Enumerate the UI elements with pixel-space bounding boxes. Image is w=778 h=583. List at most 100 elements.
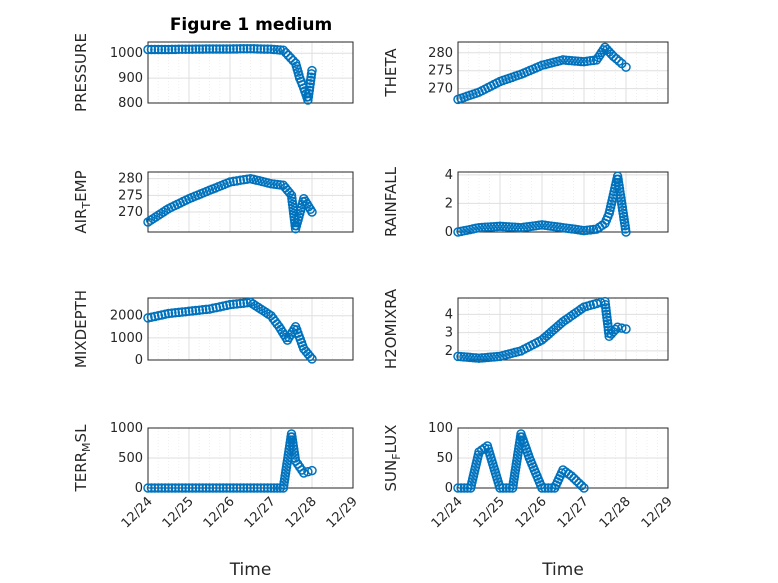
data-point	[194, 44, 205, 54]
subplot-4: 0 2 4 RAINFALL	[382, 166, 669, 240]
data-point	[614, 56, 624, 66]
data-point	[556, 468, 567, 478]
data-point	[222, 178, 232, 188]
data-point	[221, 483, 232, 493]
x-tick-label: 12/29	[639, 494, 676, 531]
data-point	[177, 483, 187, 493]
axes-box	[147, 171, 354, 233]
y-tick-label: 1000	[110, 46, 143, 61]
data-point	[143, 44, 153, 55]
data-point	[146, 44, 157, 55]
data-point	[611, 53, 621, 64]
x-tick-label: 12/24	[429, 494, 466, 531]
data-point	[242, 483, 252, 493]
data-point	[510, 222, 520, 233]
data-point	[228, 299, 239, 310]
data-point	[272, 44, 282, 55]
data-point	[150, 483, 160, 493]
data-point	[483, 222, 493, 232]
data-point	[156, 483, 167, 493]
data-point	[294, 70, 304, 80]
data-point	[495, 221, 505, 232]
data-point	[617, 323, 627, 333]
data-point	[303, 349, 313, 359]
data-point	[305, 351, 315, 362]
data-point	[480, 222, 490, 233]
data-point	[180, 306, 191, 317]
data-point	[242, 174, 252, 184]
data-point	[598, 45, 609, 55]
data-point	[281, 332, 291, 343]
x-tick-label: 12/26	[513, 494, 550, 531]
axes-box	[457, 427, 669, 489]
data-point	[540, 483, 550, 493]
y-tick-label: 800	[118, 96, 143, 111]
data-point	[504, 222, 514, 232]
data-point	[174, 483, 184, 493]
data-point	[170, 44, 181, 55]
data-point	[543, 483, 554, 493]
data-point	[287, 193, 297, 204]
subplot-2: 270 275 280 THETA	[382, 41, 669, 105]
data-point	[555, 222, 565, 233]
subplot-5: 0 1000 2000 MIXDEPTH	[72, 290, 354, 368]
y-axis-label: TERRMSL	[72, 424, 93, 493]
data-point	[453, 351, 463, 362]
data-point	[261, 307, 271, 318]
y-tick-label: 0	[445, 225, 453, 240]
data-point	[621, 324, 631, 334]
data-point	[259, 44, 269, 54]
y-tick-label: 2	[445, 196, 453, 211]
data-point	[507, 222, 517, 232]
data-point	[574, 306, 584, 316]
data-point	[197, 44, 208, 54]
data-point	[187, 483, 198, 493]
data-point	[275, 45, 285, 55]
data-point	[160, 483, 170, 493]
data-point	[303, 91, 314, 102]
x-tick-label: 12/29	[324, 494, 361, 531]
data-point	[620, 221, 630, 231]
y-axis-label: RAINFALL	[382, 166, 400, 237]
x-axis-label: Time	[541, 560, 584, 580]
y-tick-label: 275	[428, 64, 453, 79]
data-point	[571, 476, 582, 486]
data-point	[585, 56, 596, 66]
data-point	[603, 212, 613, 222]
data-point	[238, 44, 249, 54]
data-point	[211, 302, 222, 313]
data-point	[153, 483, 164, 493]
data-point	[259, 483, 269, 493]
data-point	[492, 221, 502, 232]
data-point	[459, 352, 469, 362]
data-point	[228, 44, 239, 54]
data-point	[181, 195, 191, 205]
data-point	[174, 307, 184, 318]
data-point	[501, 221, 511, 232]
data-point	[513, 346, 523, 357]
data-point	[474, 353, 484, 363]
data-point	[573, 56, 583, 66]
data-point	[208, 483, 218, 493]
data-point	[465, 352, 475, 363]
data-point	[601, 306, 611, 316]
data-point	[170, 483, 181, 493]
x-tick-label: 12/27	[555, 494, 592, 531]
data-point	[167, 308, 177, 318]
data-point	[602, 312, 612, 323]
data-point	[232, 299, 242, 309]
data-point	[208, 44, 218, 54]
data-point	[150, 44, 160, 55]
data-point	[170, 308, 181, 318]
data-point	[194, 483, 205, 493]
data-point	[576, 480, 587, 491]
data-point	[269, 44, 279, 55]
data-point	[588, 55, 599, 66]
data-point	[160, 44, 170, 55]
data-point	[498, 221, 508, 232]
y-tick-label: 4	[445, 168, 453, 183]
data-point	[456, 351, 466, 362]
data-point	[613, 174, 623, 185]
y-tick-label: 0	[135, 481, 143, 496]
data-point	[480, 352, 490, 363]
